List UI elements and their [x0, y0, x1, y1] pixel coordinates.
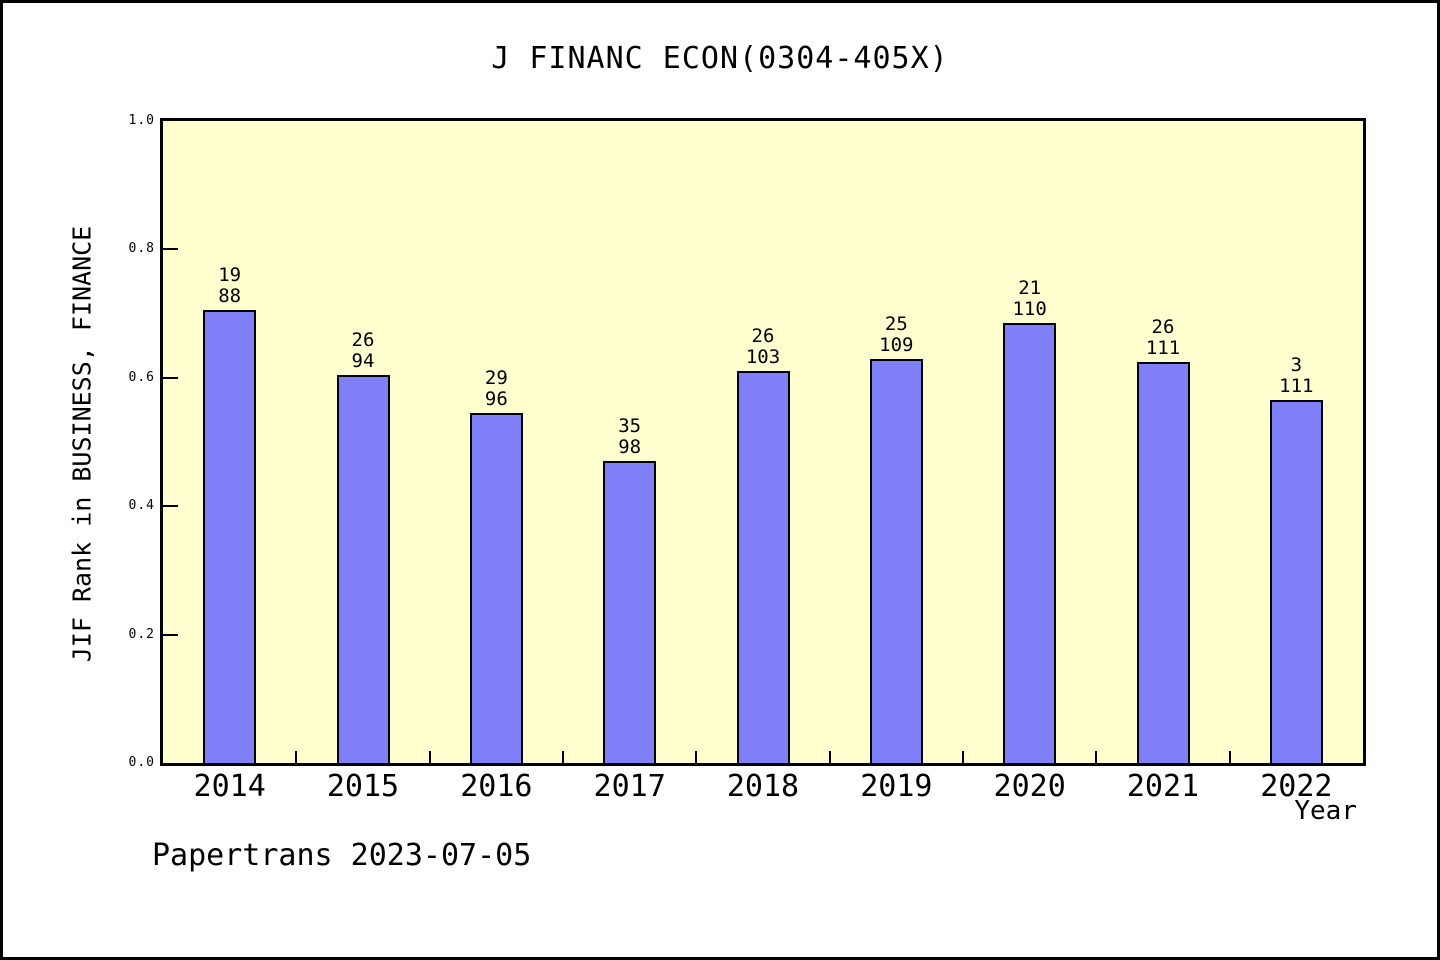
plot-area: 19 88 26 94 29 96 35 98 26 103 25 109 21 110 26 111 3 111: [160, 118, 1366, 766]
bar-total-value: 94: [351, 350, 375, 372]
x-minor-tick: [1228, 751, 1231, 763]
bar-total-value: 103: [745, 346, 781, 368]
bar-value-label: 21 110: [960, 278, 1100, 320]
y-tick-mark: [163, 634, 178, 636]
bar-2021: [1136, 362, 1190, 763]
bar-total-value: 88: [218, 285, 242, 307]
y-tick-label: 0.4: [128, 498, 155, 514]
x-tick-label: 2021: [1126, 769, 1200, 804]
bar-2020: [1003, 323, 1057, 763]
bar-total-value: 109: [879, 334, 914, 356]
y-tick-label: 0.8: [128, 241, 155, 257]
x-minor-tick: [695, 751, 698, 763]
bar-total-value: 110: [1012, 298, 1047, 320]
y-tick-mark: [163, 505, 178, 507]
bar-2015: [336, 375, 390, 763]
bar-2022: [1269, 400, 1323, 763]
x-tick-label: 2016: [460, 769, 533, 804]
bar-total-value: 98: [618, 436, 642, 458]
y-tick-label: 0.0: [128, 755, 155, 770]
bar-rank-value: 19: [218, 264, 242, 286]
bar-rank-value: 29: [484, 367, 508, 389]
y-axis-title: JIF Rank in BUSINESS, FINANCE: [67, 225, 97, 663]
x-minor-tick: [828, 751, 831, 763]
bar-value-label: 26 94: [293, 330, 433, 372]
x-tick-label: 2017: [593, 769, 666, 804]
x-axis-title: Year: [1294, 796, 1357, 826]
x-tick-label: 2019: [860, 769, 933, 804]
chart-title: J FINANC ECON(0304-405X): [491, 41, 949, 76]
x-tick-label: 2018: [726, 769, 800, 804]
bar-rank-value: 21: [1018, 277, 1042, 299]
y-tick-label: 0.2: [128, 626, 155, 642]
bar-value-label: 29 96: [426, 368, 566, 410]
bar-2017: [603, 461, 657, 763]
bar-total-value: 111: [1279, 375, 1314, 397]
bar-total-value: 96: [484, 388, 508, 410]
bar-rank-value: 35: [618, 415, 642, 437]
x-tick-label: 2014: [193, 769, 266, 804]
bar-rank-value: 25: [884, 313, 908, 335]
y-tick-mark: [163, 248, 178, 250]
bar-rank-value: 26: [751, 325, 775, 347]
bar-total-value: 111: [1145, 337, 1181, 359]
x-minor-tick: [962, 751, 964, 763]
bar-2016: [469, 413, 523, 763]
footer-watermark: Papertrans 2023-07-05: [152, 838, 532, 873]
bar-2014: [203, 310, 257, 763]
bar-value-label: 35 98: [560, 416, 700, 458]
bar-2019: [869, 359, 923, 763]
x-minor-tick: [1095, 751, 1098, 763]
x-tick-label: 2022: [1260, 769, 1333, 804]
x-tick-label: 2015: [326, 769, 400, 804]
x-minor-tick: [428, 751, 431, 763]
y-tick-label: 0.6: [128, 369, 155, 385]
bar-value-label: 26 111: [1093, 317, 1233, 359]
y-tick-label: 1.0: [128, 113, 155, 128]
bar-rank-value: 26: [1151, 316, 1175, 338]
x-minor-tick: [562, 751, 564, 763]
bar-rank-value: 26: [351, 329, 375, 351]
bar-rank-value: 3: [1290, 354, 1303, 376]
bar-2018: [736, 371, 790, 763]
bar-value-label: 25 109: [826, 314, 966, 356]
x-minor-tick: [295, 751, 298, 763]
y-tick-mark: [163, 377, 178, 379]
bar-value-label: 26 103: [693, 326, 833, 368]
bar-value-label: 19 88: [160, 265, 300, 307]
bar-value-label: 3 111: [1226, 355, 1366, 397]
x-tick-label: 2020: [993, 769, 1066, 804]
